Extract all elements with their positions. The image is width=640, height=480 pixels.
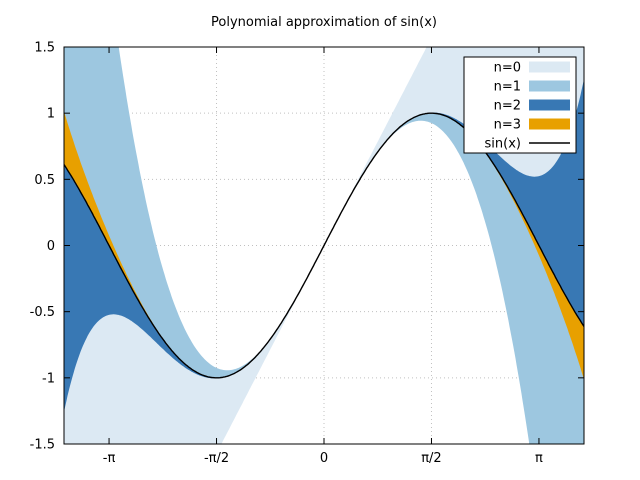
legend-entry-n=3: n=3 [494, 118, 570, 133]
legend-entry-n=2: n=2 [494, 99, 570, 114]
sin-curve [64, 112, 584, 379]
legend-entry-sin(x): sin(x) [485, 137, 570, 152]
legend-entry-n=1: n=1 [494, 80, 570, 95]
legend-label: n=3 [494, 118, 521, 133]
band-n=1 [64, 47, 584, 444]
x-tick-label: 0 [320, 451, 328, 466]
x-tick-label: -π [103, 451, 116, 466]
x-tick-label: -π/2 [204, 451, 229, 466]
y-tick-label: -0.5 [30, 305, 55, 320]
x-tick-label: π/2 [421, 451, 441, 466]
y-tick-label: 0.5 [34, 173, 55, 188]
legend-swatch [529, 99, 570, 111]
x-tick-label: π [535, 451, 543, 466]
y-tick-label: 1 [47, 107, 55, 122]
legend-swatch [529, 118, 570, 130]
y-tick-label: -1.5 [30, 438, 55, 453]
legend-label: n=2 [494, 99, 521, 114]
legend-label: n=0 [494, 61, 521, 76]
y-tick-label: -1 [42, 371, 55, 386]
chart-title: Polynomial approximation of sin(x) [211, 15, 437, 30]
legend-label: sin(x) [485, 137, 521, 152]
legend-swatch [529, 80, 570, 92]
y-tick-label: 1.5 [34, 41, 55, 56]
legend-label: n=1 [494, 80, 521, 95]
y-tick-label: 0 [47, 239, 55, 254]
legend-swatch [529, 61, 570, 73]
legend-entry-n=0: n=0 [494, 61, 570, 76]
